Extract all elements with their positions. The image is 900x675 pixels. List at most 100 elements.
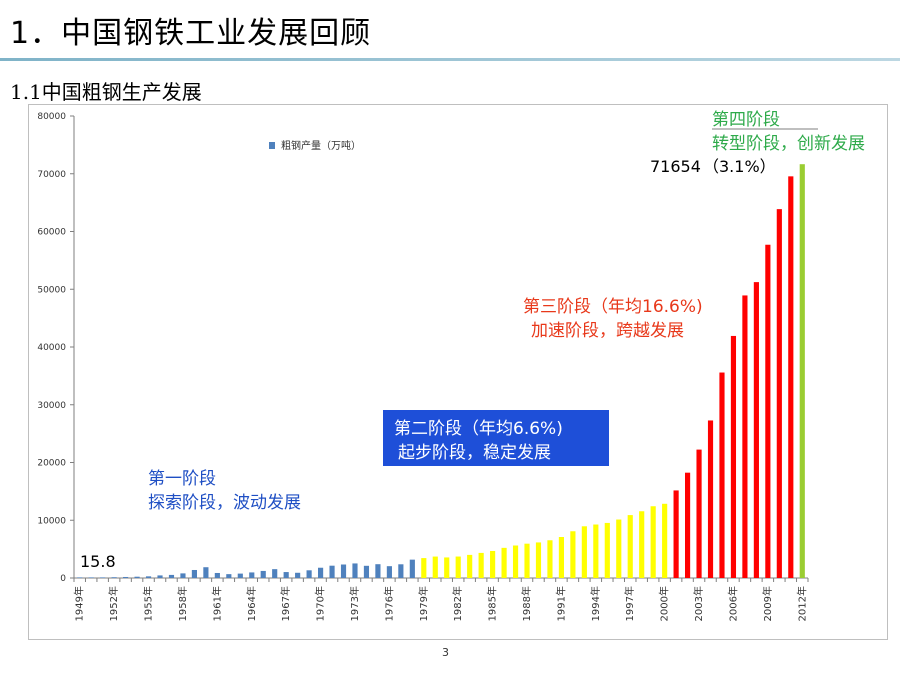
bar-2008 xyxy=(753,282,759,578)
y-tick-label: 30000 xyxy=(37,401,66,411)
crude-steel-bar-chart: 0 10000 20000 30000 40000 50000 60000 70000 8000… xyxy=(28,104,888,640)
y-tick-label: 80000 xyxy=(37,112,66,122)
bar-1985 xyxy=(490,550,496,578)
x-tick-label: 1979年 xyxy=(417,586,430,621)
bar-1983 xyxy=(467,554,473,578)
y-axis: 0 10000 20000 30000 40000 50000 60000 70000 8000… xyxy=(37,112,75,584)
bar-1998 xyxy=(639,511,645,578)
bar-1970 xyxy=(318,567,324,578)
x-tick-label: 2000年 xyxy=(658,586,671,621)
bar-1980 xyxy=(432,556,438,578)
y-tick-label: 60000 xyxy=(37,228,66,238)
bar-1993 xyxy=(581,526,587,578)
bar-1977 xyxy=(398,564,404,578)
bar-1990 xyxy=(547,540,553,578)
bar-2012 xyxy=(799,164,805,578)
phase-4-name: 第四阶段 xyxy=(712,110,780,130)
phase-1-name: 第一阶段 xyxy=(148,469,216,489)
bar-1978 xyxy=(409,559,415,578)
x-tick-label: 1973年 xyxy=(348,586,361,621)
phase-2-box xyxy=(383,410,609,466)
last-value-label: 71654 xyxy=(650,157,701,176)
bar-1982 xyxy=(455,556,461,578)
bar-1986 xyxy=(501,547,507,578)
bar-1960 xyxy=(203,567,209,578)
phase-1-desc: 探索阶段，波动发展 xyxy=(148,493,301,513)
bar-2007 xyxy=(742,295,748,578)
bar-1997 xyxy=(627,515,633,578)
slide-title: 1．中国钢铁工业发展回顾 xyxy=(10,16,372,51)
x-tick-label: 1982年 xyxy=(451,586,464,621)
page-number: 3 xyxy=(442,646,449,659)
y-tick-label: 50000 xyxy=(37,285,66,295)
bar-1973 xyxy=(352,563,358,578)
x-tick-label: 2003年 xyxy=(692,586,705,621)
bar-1962 xyxy=(226,574,232,578)
x-tick-label: 1976年 xyxy=(382,586,395,621)
x-tick-label: 1949年 xyxy=(73,586,86,621)
phase-2-desc: 起步阶段，稳定发展 xyxy=(398,443,551,463)
slide-subtitle: 1.1中国粗钢生产发展 xyxy=(10,80,202,104)
bar-1974 xyxy=(363,565,370,578)
legend-label: 粗钢产量（万吨） xyxy=(281,139,361,152)
bar-2006 xyxy=(730,335,737,578)
bar-1968 xyxy=(295,572,301,578)
bar-1950 xyxy=(88,577,94,578)
bar-1976 xyxy=(386,566,392,578)
phase-3-name: 第三阶段（年均16.6%) xyxy=(523,297,703,317)
bar-1959 xyxy=(191,569,197,578)
x-tick-label: 1997年 xyxy=(623,586,636,621)
bar-1969 xyxy=(306,570,312,578)
x-tick-label: 1985年 xyxy=(486,586,499,621)
bar-1956 xyxy=(157,575,163,578)
bar-1994 xyxy=(593,524,599,578)
x-tick-label: 1991年 xyxy=(554,586,567,621)
phase-labels: 第一阶段 探索阶段，波动发展 第二阶段（年均6.6%) 起步阶段，稳定发展 第三… xyxy=(148,110,865,513)
bar-1996 xyxy=(616,519,622,578)
value-annotations: 15.8 71654 （3.1%） xyxy=(80,157,776,571)
bar-1953 xyxy=(123,576,129,578)
phase-3-desc: 加速阶段，跨越发展 xyxy=(531,321,684,341)
bar-2009 xyxy=(765,244,771,579)
bar-2002 xyxy=(685,472,691,578)
bar-1999 xyxy=(650,506,656,578)
x-tick-label: 2009年 xyxy=(761,586,774,621)
x-tick-label: 2006年 xyxy=(726,586,739,621)
x-tick-label: 1958年 xyxy=(176,586,189,621)
bar-1958 xyxy=(180,573,186,578)
bar-1965 xyxy=(260,570,266,578)
bars xyxy=(77,164,805,579)
bar-2011 xyxy=(788,176,794,578)
bar-1992 xyxy=(570,531,576,578)
bar-1972 xyxy=(340,564,347,578)
bar-1995 xyxy=(604,522,610,578)
phase-2-name: 第二阶段（年均6.6%) xyxy=(394,419,563,439)
chart-container: 0 10000 20000 30000 40000 50000 60000 70000 8000… xyxy=(28,104,888,640)
bar-1957 xyxy=(168,574,175,578)
bar-1967 xyxy=(283,572,289,578)
x-tick-label: 1994年 xyxy=(589,586,602,621)
first-value-label: 15.8 xyxy=(80,552,116,571)
bar-2005 xyxy=(719,372,725,578)
x-tick-label: 1988年 xyxy=(520,586,533,621)
title-underline xyxy=(0,58,900,61)
bar-1984 xyxy=(478,552,484,578)
legend: 粗钢产量（万吨） xyxy=(269,139,361,152)
bar-1988 xyxy=(524,543,530,578)
phase-4-desc: 转型阶段，创新发展 xyxy=(712,134,865,154)
bar-1954 xyxy=(134,576,140,578)
last-growth-label: （3.1%） xyxy=(703,157,776,176)
x-tick-label: 1970年 xyxy=(314,586,327,621)
y-tick-label: 0 xyxy=(60,574,66,584)
bar-1981 xyxy=(444,557,450,578)
bar-1987 xyxy=(512,545,519,578)
x-tick-label: 2012年 xyxy=(795,586,808,621)
bar-1975 xyxy=(375,564,381,578)
x-tick-label: 1955年 xyxy=(142,586,155,621)
bar-1949 xyxy=(77,577,83,578)
bar-1989 xyxy=(535,542,542,578)
x-tick-label: 1964年 xyxy=(245,586,258,621)
bar-1955 xyxy=(145,576,152,578)
bar-1963 xyxy=(237,573,243,578)
bar-2003 xyxy=(696,449,702,578)
